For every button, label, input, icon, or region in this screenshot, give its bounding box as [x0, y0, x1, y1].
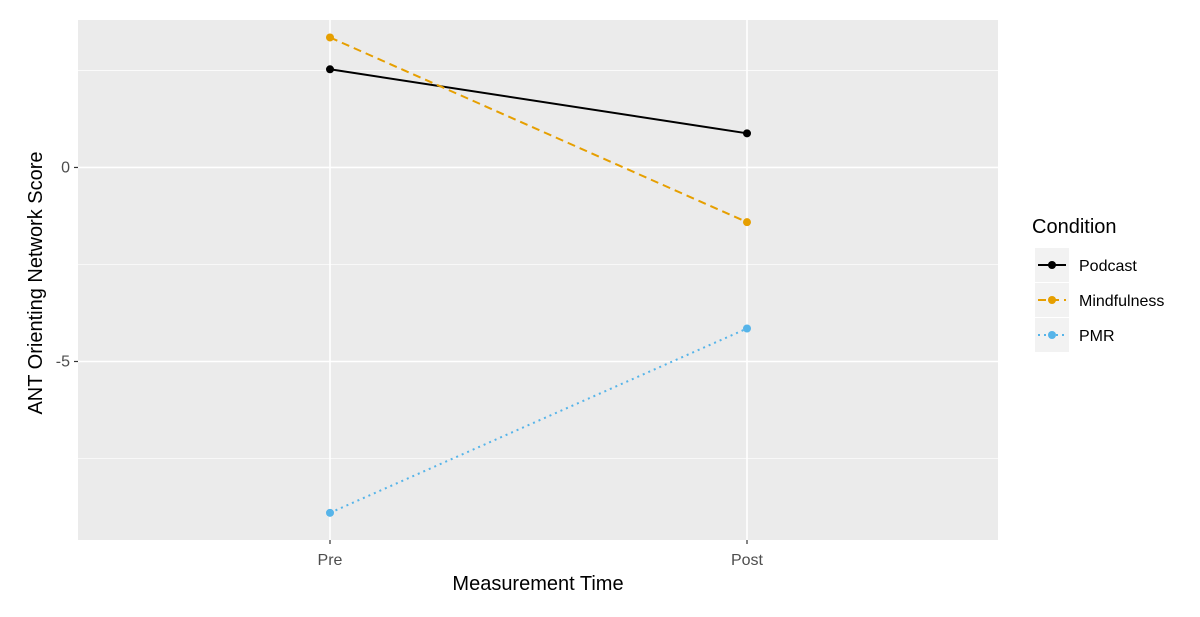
minor-gridlines [78, 70, 998, 459]
series-line-pmr [329, 327, 748, 514]
x-axis-title: Measurement Time [452, 573, 623, 595]
x-axis: Pre Post [318, 540, 764, 569]
series-layer [326, 33, 751, 517]
data-point-podcast [743, 129, 751, 138]
legend-marker-podcast [1048, 261, 1056, 269]
y-axis-title: ANT Orienting Network Score [25, 151, 47, 414]
legend-label-mindfulness: Mindfulness [1079, 293, 1164, 310]
legend-title: Condition [1032, 216, 1117, 238]
major-gridlines [78, 20, 998, 540]
data-point-podcast [326, 65, 334, 74]
legend-marker-mindfulness [1048, 296, 1056, 304]
y-axis: 0 -5 [56, 159, 78, 370]
y-tick-label: -5 [56, 353, 70, 370]
legend-label-pmr: PMR [1079, 328, 1115, 345]
legend: Condition Podcast Mindfulness PMR [1032, 216, 1164, 352]
legend-marker-pmr [1048, 331, 1056, 339]
plot-panel [78, 20, 998, 540]
x-tick-label: Pre [318, 552, 343, 569]
data-point-mindfulness [326, 33, 334, 42]
data-point-pmr [743, 324, 751, 333]
data-point-mindfulness [743, 218, 751, 227]
series-line-mindfulness [329, 36, 748, 224]
legend-label-podcast: Podcast [1079, 258, 1137, 275]
x-tick-label: Post [731, 552, 764, 569]
series-line-podcast [329, 68, 748, 135]
y-tick-label: 0 [61, 159, 70, 176]
data-point-pmr [326, 508, 334, 517]
